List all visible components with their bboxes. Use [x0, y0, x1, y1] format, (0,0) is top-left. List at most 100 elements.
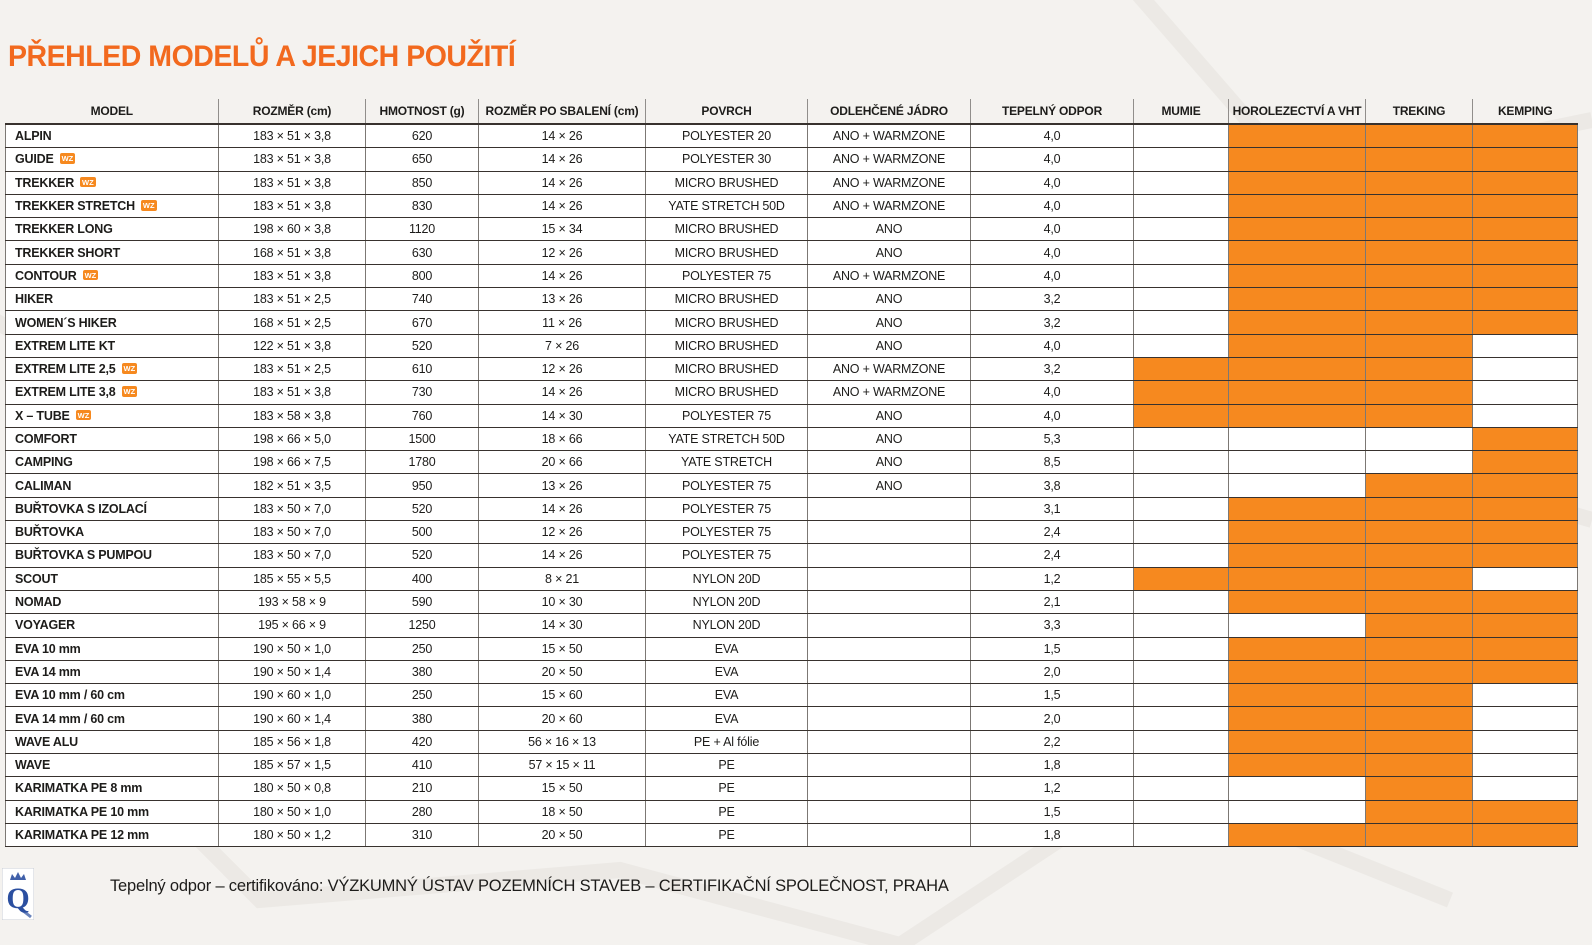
model-name: SCOUT: [15, 571, 58, 586]
horolezectvi-vht-cell: [1228, 473, 1366, 498]
treking-cell: [1365, 123, 1473, 149]
povrch-cell: MICRO BRUSHED: [645, 333, 808, 358]
odpor-cell: 2,2: [970, 729, 1134, 755]
mumie-cell: [1133, 333, 1229, 358]
sbaleni-cell: 14 × 30: [478, 403, 646, 428]
model-name-cell: NOMAD: [5, 589, 219, 615]
kemping-cell: [1472, 496, 1578, 522]
table-row: EVA 14 mm 190 × 50 × 1,4 380 20 × 50 EVA 2,0: [5, 659, 1578, 685]
table-row: VOYAGER 195 × 66 × 9 1250 14 × 30 NYLON 20D 3…: [5, 613, 1578, 638]
rozmer-cell: 183 × 50 × 7,0: [218, 496, 366, 522]
treking-cell: [1365, 356, 1473, 382]
sbaleni-cell: 12 × 26: [478, 356, 646, 382]
mumie-cell: [1133, 473, 1229, 498]
jadro-cell: ANO + WARMZONE: [807, 147, 971, 172]
odpor-cell: 4,0: [970, 240, 1134, 265]
kemping-cell: [1472, 566, 1578, 591]
treking-cell: [1365, 403, 1473, 428]
model-name: HIKER: [15, 292, 53, 307]
warmzone-badge: WZ: [82, 269, 99, 281]
sbaleni-cell: 14 × 30: [478, 613, 646, 638]
model-name: EVA 10 mm: [15, 641, 81, 656]
sbaleni-cell: 57 × 15 × 11: [478, 753, 646, 778]
mumie-cell: [1133, 776, 1229, 801]
jadro-cell: [807, 822, 971, 848]
mumie-cell: [1133, 496, 1229, 522]
treking-cell: [1365, 543, 1473, 568]
model-name-cell: TREKKER STRETCH WZ: [5, 193, 219, 219]
povrch-cell: MICRO BRUSHED: [645, 310, 808, 335]
kemping-cell: [1472, 706, 1578, 731]
hmotnost-cell: 730: [365, 380, 479, 405]
jadro-cell: [807, 520, 971, 545]
odpor-cell: 4,0: [970, 333, 1134, 358]
model-name-cell: GUIDE WZ: [5, 147, 219, 172]
hmotnost-cell: 520: [365, 496, 479, 522]
mumie-cell: [1133, 356, 1229, 382]
warmzone-badge: WZ: [75, 409, 92, 421]
model-name-cell: TREKKER WZ: [5, 170, 219, 195]
rozmer-cell: 198 × 66 × 5,0: [218, 426, 366, 452]
table-row: GUIDE WZ 183 × 51 × 3,8 650 14 × 26 POLYESTER…: [5, 147, 1578, 172]
mumie-cell: [1133, 659, 1229, 685]
horolezectvi-vht-cell: [1228, 217, 1366, 242]
models-table: MODEL ROZMĚR (cm) HMOTNOST (g) ROZMĚR PO SB…: [5, 99, 1578, 848]
hmotnost-cell: 670: [365, 310, 479, 335]
sbaleni-cell: 15 × 60: [478, 683, 646, 708]
table-row: CONTOUR WZ 183 × 51 × 3,8 800 14 × 26 POLYEST…: [5, 263, 1578, 289]
column-header-odpor: TEPELNÝ ODPOR: [970, 99, 1134, 125]
jadro-cell: [807, 496, 971, 522]
hmotnost-cell: 1250: [365, 613, 479, 638]
table-row: BUŘTOVKA S IZOLACÍ 183 × 50 × 7,0 520 14 × …: [5, 496, 1578, 522]
kemping-cell: [1472, 473, 1578, 498]
jadro-cell: ANO: [807, 473, 971, 498]
jadro-cell: ANO: [807, 287, 971, 312]
model-name: KARIMATKA PE 12 mm: [15, 828, 149, 843]
mumie-cell: [1133, 683, 1229, 708]
kemping-cell: [1472, 636, 1578, 661]
table-row: EXTREM LITE 3,8 WZ 183 × 51 × 3,8 730 14 × 2…: [5, 380, 1578, 405]
rozmer-cell: 183 × 51 × 3,8: [218, 123, 366, 149]
horolezectvi-vht-cell: [1228, 287, 1366, 312]
hmotnost-cell: 500: [365, 520, 479, 545]
horolezectvi-vht-cell: [1228, 403, 1366, 428]
treking-cell: [1365, 706, 1473, 731]
kemping-cell: [1472, 589, 1578, 615]
sbaleni-cell: 14 × 26: [478, 380, 646, 405]
hmotnost-cell: 650: [365, 147, 479, 172]
treking-cell: [1365, 240, 1473, 265]
jadro-cell: [807, 729, 971, 755]
povrch-cell: PE: [645, 776, 808, 801]
povrch-cell: EVA: [645, 636, 808, 661]
treking-cell: [1365, 776, 1473, 801]
sbaleni-cell: 8 × 21: [478, 566, 646, 591]
treking-cell: [1365, 287, 1473, 312]
model-name-cell: KARIMATKA PE 8 mm: [5, 776, 219, 801]
model-name: NOMAD: [15, 595, 62, 610]
warmzone-badge: WZ: [80, 176, 96, 188]
table-row: TREKKER WZ 183 × 51 × 3,8 850 14 × 26 MICRO B…: [5, 170, 1578, 195]
mumie-cell: [1133, 566, 1229, 591]
model-name: KARIMATKA PE 8 mm: [15, 781, 143, 796]
model-name: CAMPING: [15, 455, 73, 470]
table-row: BUŘTOVKA 183 × 50 × 7,0 500 12 × 26 POLYESTE…: [5, 520, 1578, 545]
kemping-cell: [1472, 170, 1578, 195]
treking-cell: [1365, 147, 1473, 172]
treking-cell: [1365, 263, 1473, 289]
treking-cell: [1365, 659, 1473, 685]
mumie-cell: [1133, 123, 1229, 149]
table-row: EXTREM LITE KT 122 × 51 × 3,8 520 7 × 26 MIC…: [5, 333, 1578, 358]
rozmer-cell: 183 × 51 × 2,5: [218, 287, 366, 312]
jadro-cell: ANO + WARMZONE: [807, 263, 971, 289]
jadro-cell: ANO: [807, 426, 971, 452]
odpor-cell: 4,0: [970, 193, 1134, 219]
odpor-cell: 3,8: [970, 473, 1134, 498]
kemping-cell: [1472, 683, 1578, 708]
model-name-cell: CONTOUR WZ: [5, 263, 219, 289]
povrch-cell: EVA: [645, 706, 808, 731]
model-name: EVA 14 mm / 60 cm: [15, 711, 125, 726]
mumie-cell: [1133, 287, 1229, 312]
model-name: EXTREM LITE 3,8: [15, 385, 116, 400]
rozmer-cell: 183 × 51 × 3,8: [218, 147, 366, 172]
kemping-cell: [1472, 263, 1578, 289]
